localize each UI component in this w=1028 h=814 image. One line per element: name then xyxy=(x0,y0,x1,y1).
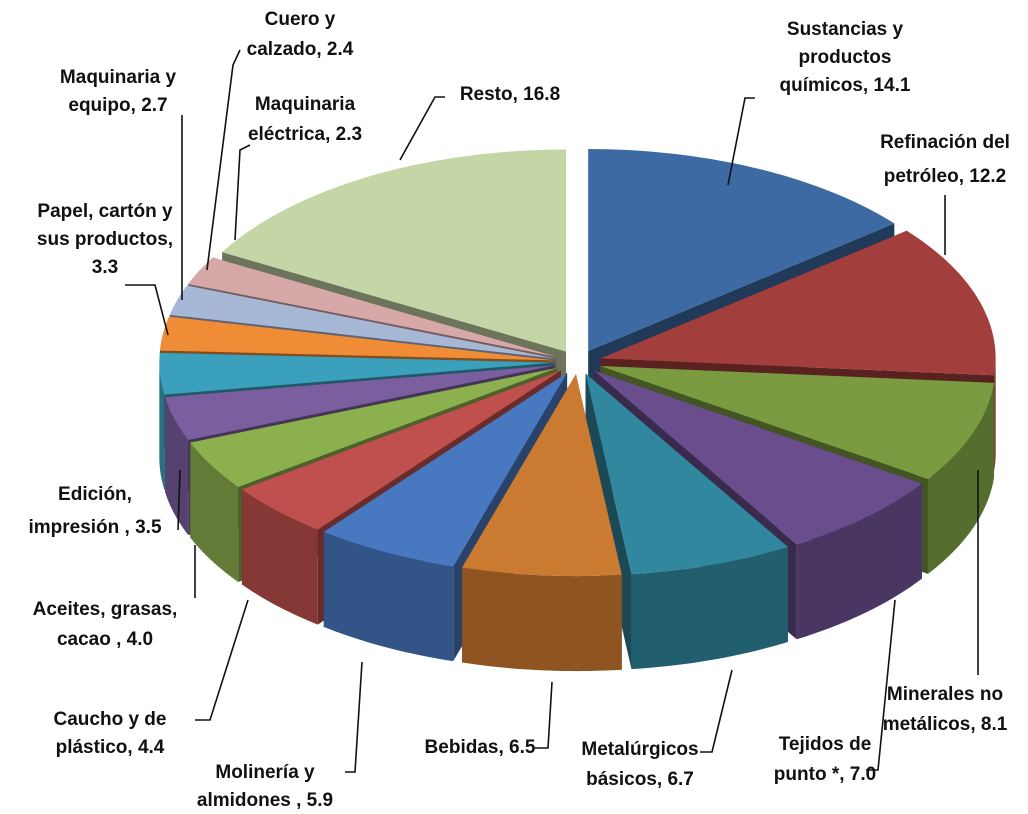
data-label: cacao , 4.0 xyxy=(57,629,153,650)
leader-line xyxy=(345,661,363,773)
slice xyxy=(222,149,567,352)
data-label: Edición, xyxy=(58,484,132,505)
slice-side xyxy=(241,370,561,585)
pie xyxy=(159,149,996,672)
slice-side xyxy=(796,483,922,640)
data-label: Sustancias y xyxy=(787,19,904,40)
data-label: Refinación del xyxy=(880,132,1010,153)
data-label: Maquinaria y xyxy=(60,67,177,88)
leader-line xyxy=(125,284,169,336)
leader-line xyxy=(234,144,251,241)
slice xyxy=(241,370,561,530)
labels: Sustancias y productos químicos, 14.1 Refin… xyxy=(28,9,1009,811)
data-label: Metalúrgicos xyxy=(581,739,698,760)
data-label: sus productos, xyxy=(37,229,173,250)
slice xyxy=(169,285,556,359)
slice xyxy=(585,373,788,575)
data-label: Papel, cartón y xyxy=(37,201,173,222)
leader-line xyxy=(399,96,445,161)
slice-side xyxy=(462,567,622,672)
leader-line xyxy=(535,681,553,749)
data-label: almidones , 5.9 xyxy=(197,790,333,811)
data-label: 3.3 xyxy=(92,257,118,278)
slice-side xyxy=(241,489,318,625)
leader-line xyxy=(700,669,733,753)
slice xyxy=(600,230,996,376)
leader-line xyxy=(727,97,755,186)
slice-side xyxy=(927,382,994,574)
slice xyxy=(594,370,922,545)
slice xyxy=(588,149,895,352)
data-label: Molinería y xyxy=(215,762,315,783)
data-label: impresión , 3.5 xyxy=(28,517,161,538)
slice xyxy=(188,257,557,357)
slice-side xyxy=(323,531,454,662)
data-label: Maquinaria xyxy=(255,94,356,115)
slice-side xyxy=(631,546,788,670)
data-label: punto *, 7.0 xyxy=(774,764,876,785)
data-label: Bebidas, 6.5 xyxy=(425,737,536,758)
slice-side xyxy=(190,442,239,582)
data-label: Caucho y de xyxy=(54,709,167,730)
data-label: equipo, 2.7 xyxy=(68,95,167,116)
leader-line xyxy=(177,469,181,531)
slice xyxy=(159,352,555,395)
slice-side xyxy=(994,358,996,471)
slice-side xyxy=(159,362,165,490)
leader-line xyxy=(206,49,241,271)
data-label: petróleo, 12.2 xyxy=(884,166,1007,187)
slice xyxy=(165,365,556,440)
leader-line xyxy=(866,599,896,771)
data-label: Aceites, grasas, xyxy=(33,599,178,620)
data-label: productos xyxy=(799,47,892,68)
data-label: eléctrica, 2.3 xyxy=(248,124,362,145)
data-label: químicos, 14.1 xyxy=(780,75,911,96)
data-label: plástico, 4.4 xyxy=(56,737,165,758)
slice xyxy=(323,372,568,567)
data-label: calzado, 2.4 xyxy=(247,39,354,60)
slice xyxy=(190,367,558,487)
slice xyxy=(600,366,994,479)
leader-line xyxy=(195,599,249,721)
data-label: Tejidos de xyxy=(779,734,872,755)
data-label: Minerales no xyxy=(887,684,1003,705)
data-label: Resto, 16.8 xyxy=(460,84,560,105)
data-label: metálicos, 8.1 xyxy=(883,714,1008,735)
data-label: básicos, 6.7 xyxy=(586,769,694,790)
slice xyxy=(462,374,622,672)
slice xyxy=(159,316,555,361)
slice-side xyxy=(165,397,189,535)
data-label: Cuero y xyxy=(265,9,336,30)
slice xyxy=(462,374,622,577)
